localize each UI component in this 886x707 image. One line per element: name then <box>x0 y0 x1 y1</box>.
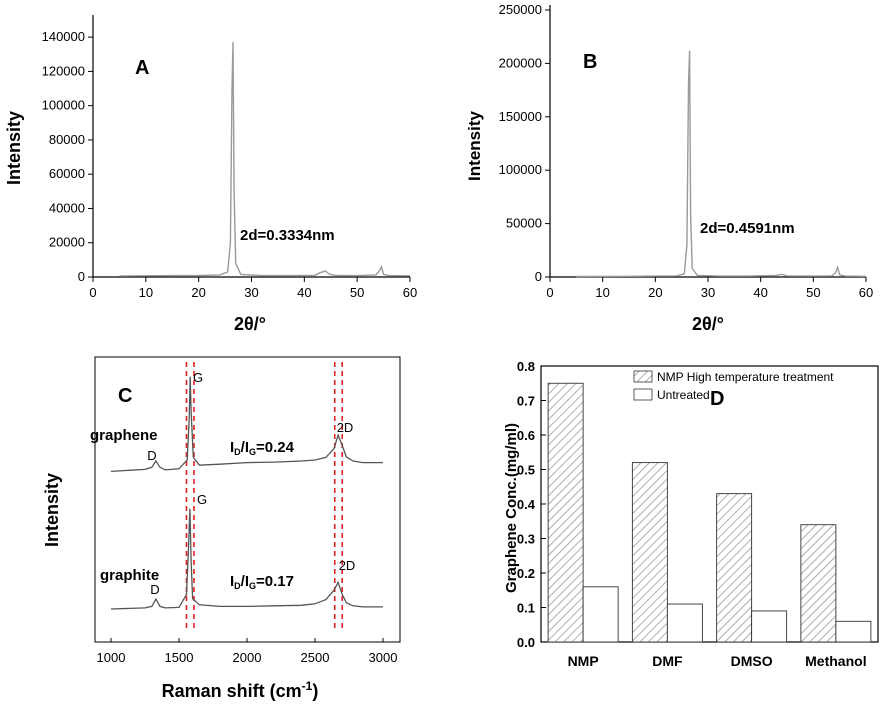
y-tick-label: 0.7 <box>517 394 535 409</box>
panel-d-ylabel: Graphene Conc.(mg/ml) <box>503 423 520 593</box>
x-tick-label: 10 <box>139 285 153 300</box>
x-tick-label: 3000 <box>369 650 398 665</box>
panel-a-series-line <box>119 42 411 277</box>
panel-b-label: B <box>583 51 597 73</box>
x-tick-label: 30 <box>244 285 258 300</box>
x-category-label: NMP <box>568 653 599 669</box>
bar-nmp-high-temp <box>631 462 668 643</box>
y-tick-label: 0.5 <box>517 463 535 478</box>
y-tick-label: 0 <box>78 269 85 284</box>
panel-c-axes: 1000 1500 2000 2500 3000 <box>97 638 398 665</box>
y-tick-label: 20000 <box>49 235 85 250</box>
legend-label-nmp-high-temp: NMP High temperature treatment <box>657 370 834 384</box>
bar-untreated <box>751 610 788 643</box>
panel-c-frame <box>94 356 401 643</box>
y-tick-label: 0.6 <box>517 428 535 443</box>
x-tick-label: 50 <box>350 285 364 300</box>
x-category-label: Methanol <box>805 653 866 669</box>
x-tick-label: 40 <box>753 285 767 300</box>
peak-label-2d-graphene: 2D <box>337 420 354 435</box>
panel-c-series-graphene <box>110 376 383 473</box>
x-tick-label: 60 <box>859 285 873 300</box>
panel-a-annotation: 2d=0.3334nm <box>240 227 335 244</box>
panel-c-ratio-graphene: ID/IG=0.24 <box>230 439 295 457</box>
bar-untreated <box>582 586 619 643</box>
legend-swatch-untreated <box>633 388 653 401</box>
y-tick-label: 150000 <box>499 109 542 124</box>
y-tick-label: 140000 <box>42 29 85 44</box>
y-tick-label: 80000 <box>49 132 85 147</box>
legend-label-untreated: Untreated <box>657 388 710 402</box>
y-tick-label: 0.1 <box>517 601 535 616</box>
x-category-label: DMSO <box>731 653 773 669</box>
legend-swatch-nmp-high-temp <box>633 370 653 383</box>
panel-a-ylabel: Intensity <box>4 111 24 185</box>
x-tick-label: 40 <box>297 285 311 300</box>
panel-b-ylabel: Intensity <box>465 111 484 181</box>
y-tick-label: 100000 <box>499 162 542 177</box>
x-tick-label: 0 <box>546 285 553 300</box>
x-tick-label: 1000 <box>97 650 126 665</box>
panel-b-xlabel: 2θ/° <box>692 314 724 334</box>
panel-b: B 0 10 20 30 40 50 60 0 50000 100000 150000 200000 2… <box>465 2 873 334</box>
x-tick-label: 2500 <box>301 650 330 665</box>
y-tick-label: 100000 <box>42 98 85 113</box>
y-tick-label: 0.3 <box>517 532 535 547</box>
peak-label-g-graphite: G <box>197 492 207 507</box>
x-category-label: DMF <box>652 653 683 669</box>
panel-a-xlabel: 2θ/° <box>234 314 266 334</box>
x-tick-label: 60 <box>403 285 417 300</box>
y-tick-label: 0 <box>535 269 542 284</box>
peak-label-d-graphite: D <box>150 582 159 597</box>
panel-b-series-line <box>576 50 867 278</box>
panel-a-axes: 0 10 20 30 40 50 60 0 20000 40000 60000 80000 100000… <box>42 15 417 300</box>
panel-d-axes: 0.0 0.1 0.2 0.3 0.4 0.5 0.6 0.7 0.8 NMP DMF DMSO Met… <box>517 359 879 669</box>
panel-d-label: D <box>710 388 724 410</box>
y-tick-label: 0.4 <box>517 497 536 512</box>
x-tick-label: 2000 <box>233 650 262 665</box>
y-tick-label: 120000 <box>42 63 85 78</box>
panel-c-label: C <box>118 385 132 407</box>
panel-c-xlabel: Raman shift (cm-1) <box>162 679 319 701</box>
bar-nmp-high-temp <box>547 382 584 643</box>
y-tick-label: 0.2 <box>517 566 535 581</box>
panel-c-graphene-label: graphene <box>90 427 158 444</box>
y-tick-label: 60000 <box>49 166 85 181</box>
panel-d-bars <box>547 382 872 643</box>
x-tick-label: 30 <box>701 285 715 300</box>
x-tick-label: 50 <box>806 285 820 300</box>
y-tick-label: 50000 <box>506 216 542 231</box>
bar-nmp-high-temp <box>716 493 753 643</box>
bar-untreated <box>666 603 703 643</box>
panel-b-annotation: 2d=0.4591nm <box>700 220 795 237</box>
bar-nmp-high-temp <box>800 524 837 643</box>
x-tick-label: 1500 <box>165 650 194 665</box>
x-tick-label: 0 <box>89 285 96 300</box>
peak-label-g-graphene: G <box>193 370 203 385</box>
peak-label-d-graphene: D <box>147 448 156 463</box>
panel-c-series-graphite <box>110 508 383 610</box>
x-tick-label: 20 <box>648 285 662 300</box>
panel-c-graphite-label: graphite <box>100 567 159 584</box>
y-tick-label: 250000 <box>499 2 542 17</box>
panel-c: C 1000 1500 2000 2500 3000 graphene graphite… <box>42 356 401 701</box>
y-tick-label: 200000 <box>499 55 542 70</box>
panel-c-ylabel: Intensity <box>42 473 62 547</box>
y-tick-label: 40000 <box>49 200 85 215</box>
peak-label-2d-graphite: 2D <box>339 558 356 573</box>
panel-d: 0.0 0.1 0.2 0.3 0.4 0.5 0.6 0.7 0.8 NMP DMF DMSO Met… <box>503 359 879 669</box>
panel-a: A 0 10 20 30 40 50 60 0 20000 40000 60000 80000 1000… <box>4 15 417 334</box>
panel-a-label: A <box>135 57 149 79</box>
panel-c-ratio-graphite: ID/IG=0.17 <box>230 573 294 591</box>
y-tick-label: 0.0 <box>517 635 535 650</box>
panel-b-axes: 0 10 20 30 40 50 60 0 50000 100000 150000 200000 250… <box>499 2 874 300</box>
x-tick-label: 20 <box>191 285 205 300</box>
x-tick-label: 10 <box>595 285 609 300</box>
y-tick-label: 0.8 <box>517 359 535 374</box>
bar-untreated <box>835 620 872 643</box>
